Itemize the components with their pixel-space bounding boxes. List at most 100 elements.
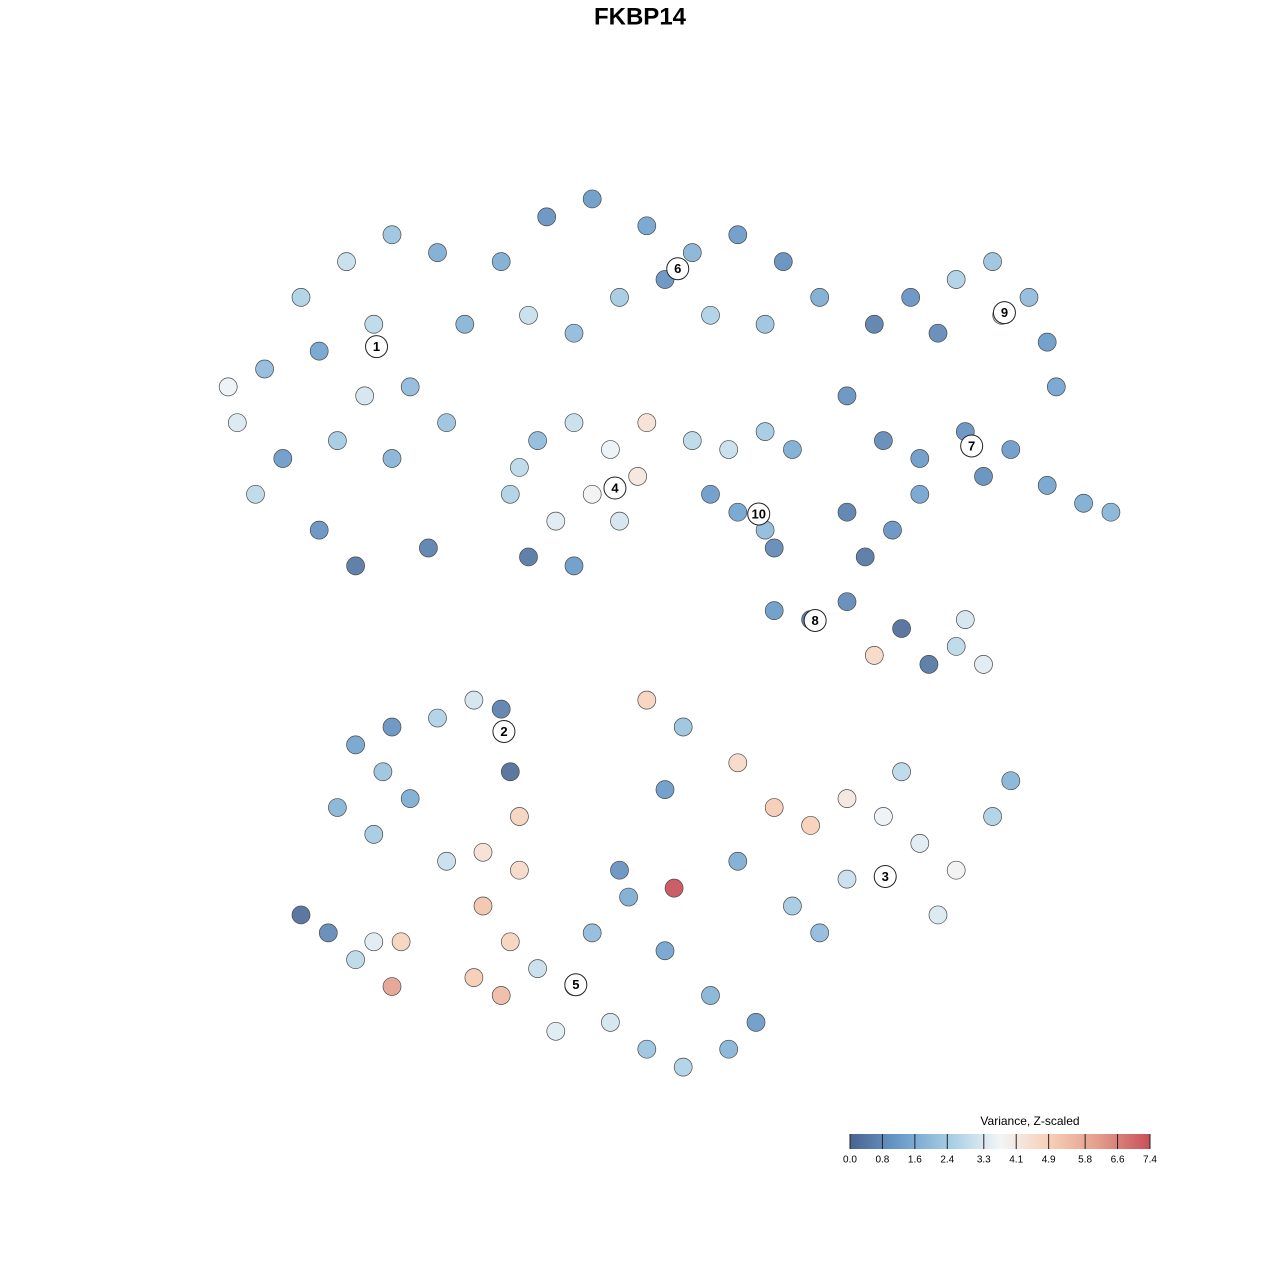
colorbar: [850, 1134, 1150, 1149]
point: [883, 520, 902, 540]
point: [519, 547, 538, 567]
point: [391, 932, 411, 952]
point: [500, 932, 520, 952]
cluster-marker: [960, 434, 984, 458]
point: [810, 923, 830, 943]
point: [928, 323, 948, 343]
point: [837, 789, 857, 808]
point: [255, 359, 274, 379]
point: [719, 440, 739, 459]
point: [491, 252, 511, 271]
point: [1001, 771, 1021, 791]
cluster-marker: [803, 608, 827, 632]
point: [218, 377, 238, 397]
colorbar-tick-label: 0.0: [843, 1155, 857, 1166]
cluster-marker: [873, 864, 897, 888]
cluster-marker: [564, 973, 588, 997]
point: [546, 511, 566, 531]
cluster-marker: [492, 719, 516, 743]
colorbar-tick-label: 4.1: [1009, 1155, 1023, 1166]
colorbar-tick-label: 7.4: [1143, 1155, 1157, 1166]
point: [610, 511, 629, 531]
cluster-label: 6: [674, 261, 681, 276]
point: [428, 708, 447, 728]
point: [610, 860, 629, 880]
point: [837, 592, 857, 612]
point: [564, 413, 584, 433]
colorbar-tick-label: 1.6: [908, 1155, 922, 1166]
point: [364, 314, 384, 334]
cluster-label: 7: [968, 438, 975, 453]
point: [382, 717, 402, 737]
legend: Variance, Z-scaled 0.0 0.8 1.6 2.4 3.3 4.1 4.9…: [843, 1114, 1157, 1165]
point: [728, 502, 748, 522]
point: [664, 878, 684, 898]
cluster-marker: [747, 502, 771, 526]
point: [637, 690, 657, 710]
point: [328, 798, 347, 817]
point: [346, 556, 365, 576]
point: [1037, 332, 1057, 352]
point: [728, 851, 748, 871]
point: [946, 860, 966, 880]
point: [637, 216, 657, 236]
point: [719, 1039, 739, 1059]
point: [983, 807, 1002, 826]
point: [1037, 476, 1057, 495]
point: [746, 1012, 766, 1032]
point: [510, 458, 529, 477]
point: [673, 717, 693, 737]
point: [755, 314, 775, 334]
cluster-label: 5: [572, 977, 579, 992]
point: [974, 654, 993, 674]
cluster-marker: [666, 257, 690, 281]
colorbar-tick-label: 2.4: [940, 1155, 954, 1166]
point: [309, 520, 329, 540]
point: [755, 422, 775, 441]
point: [464, 690, 484, 710]
point: [582, 923, 602, 943]
point: [373, 762, 393, 782]
point: [437, 851, 456, 871]
point: [619, 887, 638, 907]
point: [837, 502, 857, 522]
point: [346, 950, 365, 970]
point: [601, 1012, 620, 1032]
point: [419, 538, 438, 558]
point: [510, 860, 529, 880]
colorbar-tick-label: 6.6: [1111, 1155, 1125, 1166]
point: [400, 377, 420, 397]
point: [764, 538, 784, 558]
point: [901, 288, 921, 307]
point: [364, 825, 384, 844]
point: [855, 547, 875, 567]
cluster-label: 4: [611, 480, 619, 495]
point: [783, 440, 802, 459]
point: [564, 556, 584, 576]
point: [428, 243, 447, 262]
point: [655, 780, 675, 800]
point: [500, 484, 520, 504]
point: [801, 816, 820, 835]
point: [682, 243, 702, 262]
point: [364, 932, 384, 952]
cluster-label: 8: [812, 613, 819, 628]
point: [309, 341, 329, 361]
point: [437, 413, 456, 433]
point: [874, 807, 893, 826]
point: [491, 986, 511, 1005]
point: [701, 305, 720, 325]
point: [382, 449, 402, 468]
point: [318, 923, 338, 943]
point: [773, 252, 793, 271]
point: [400, 789, 420, 808]
point: [783, 896, 802, 916]
point: [564, 323, 584, 343]
point: [955, 610, 975, 629]
point: [546, 1021, 566, 1041]
point: [582, 484, 602, 504]
point: [1019, 288, 1039, 307]
point: [473, 842, 493, 862]
cluster-marker: [603, 476, 627, 500]
legend-title: Variance, Z-scaled: [980, 1114, 1079, 1128]
